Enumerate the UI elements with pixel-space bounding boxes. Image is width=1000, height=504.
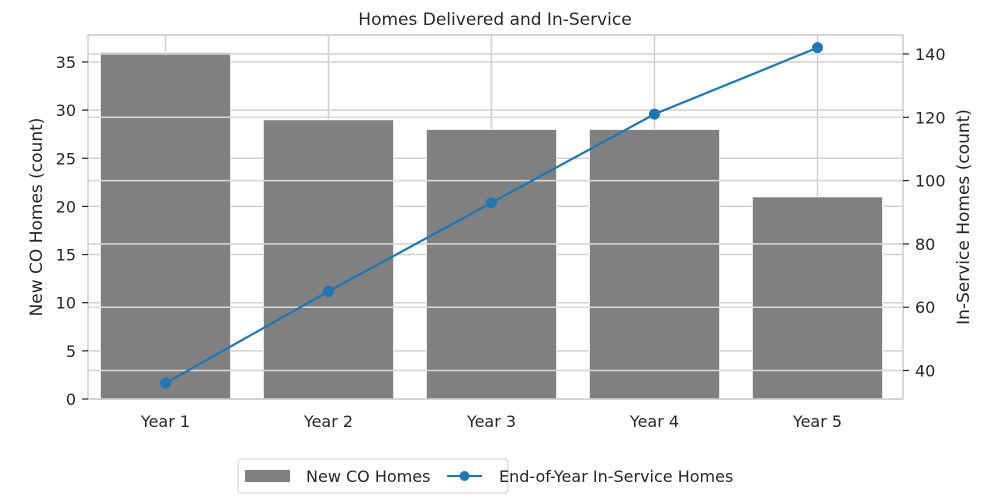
- bar: [425, 128, 558, 400]
- tick-label: 15: [56, 246, 76, 265]
- tick-label: 120: [915, 108, 946, 127]
- tick-label: 35: [56, 53, 76, 72]
- right-y-axis-label: In-Service Homes (count): [954, 109, 974, 325]
- line-marker: [649, 108, 660, 120]
- legend-label-bars: New CO Homes: [306, 467, 430, 486]
- legend-bar-swatch: [245, 470, 290, 482]
- x-tick-label: Year 4: [629, 412, 679, 431]
- x-tick-label: Year 1: [140, 412, 190, 431]
- x-tick-label: Year 5: [792, 412, 842, 431]
- bar: [99, 51, 232, 400]
- tick-label: 140: [915, 45, 946, 64]
- legend-box: [237, 458, 509, 494]
- line-marker: [160, 377, 171, 389]
- tick-label: 30: [56, 101, 76, 120]
- bar-series-new-co-homes: [99, 51, 884, 400]
- line-marker: [812, 42, 823, 54]
- tick-label: 5: [66, 342, 76, 361]
- x-tick-label: Year 2: [303, 412, 353, 431]
- tick-label: 80: [915, 235, 935, 254]
- tick-label: 10: [56, 294, 76, 313]
- tick-label: 60: [915, 298, 935, 317]
- legend-label-line: End-of-Year In-Service Homes: [499, 467, 733, 486]
- line-series-in-service-homes: [160, 42, 823, 389]
- tick-label: 0: [66, 390, 76, 409]
- bar: [751, 196, 884, 400]
- bar: [262, 119, 395, 400]
- left-y-axis-ticks: 0 5 10 15 20 25 30 35: [56, 53, 88, 409]
- chart-title: Homes Delivered and In-Service: [358, 10, 631, 30]
- tick-label: 100: [915, 172, 946, 191]
- x-tick-label: Year 3: [466, 412, 516, 431]
- left-y-axis-label: New CO Homes (count): [27, 118, 47, 317]
- gridlines-over-bars: [88, 53, 903, 372]
- right-y-axis-ticks: 40 60 80 100 120 140: [903, 45, 946, 381]
- x-axis-ticks: Year 1 Year 2 Year 3 Year 4 Year 5: [140, 412, 842, 431]
- line-marker: [323, 285, 334, 297]
- tick-label: 25: [56, 149, 76, 168]
- tick-label: 40: [915, 362, 935, 381]
- bar: [588, 128, 721, 400]
- plot-frame: [87, 34, 904, 400]
- legend: New CO Homes End-of-Year In-Service Home…: [237, 458, 733, 494]
- tick-label: 20: [56, 197, 76, 216]
- line-marker: [486, 197, 497, 209]
- legend-line-marker: [459, 471, 470, 481]
